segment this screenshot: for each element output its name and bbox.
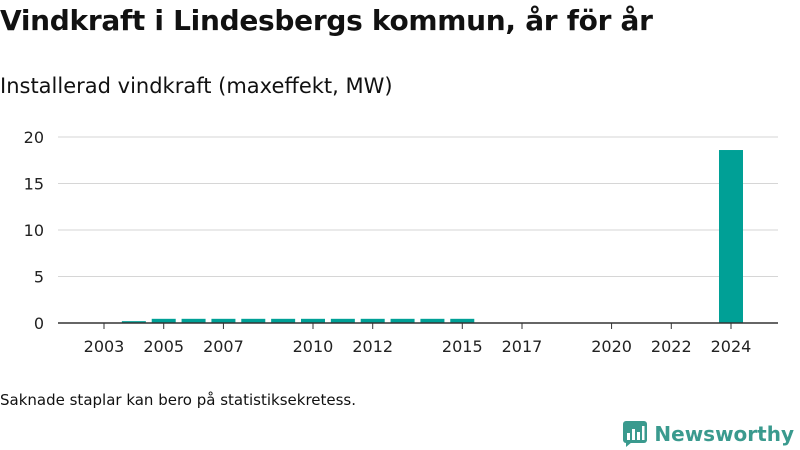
brand-logo: Newsworthy xyxy=(622,420,794,448)
x-tick-label: 2022 xyxy=(651,337,692,356)
bar-2015 xyxy=(450,318,475,323)
x-tick-label: 2005 xyxy=(143,337,184,356)
x-tick-label: 2010 xyxy=(293,337,334,356)
y-tick-label: 0 xyxy=(34,314,44,333)
x-tick-label: 2024 xyxy=(711,337,752,356)
bar-2013 xyxy=(390,318,415,323)
bar-chart-logo-icon xyxy=(623,421,648,447)
bar-2008 xyxy=(241,318,266,323)
bar-2010 xyxy=(300,318,325,323)
bar-2007 xyxy=(211,318,236,323)
y-tick-label: 10 xyxy=(24,221,44,240)
x-tick-label: 2017 xyxy=(502,337,543,356)
bar-2005 xyxy=(151,318,176,323)
x-tick-label: 2012 xyxy=(352,337,393,356)
brand-name: Newsworthy xyxy=(654,422,794,446)
bar-chart: 0 5 10 15 20 2003 2005 2007 2010 2012 2015 2017 2020… xyxy=(24,128,778,356)
x-tick-label: 2015 xyxy=(442,337,483,356)
bar-2006 xyxy=(181,318,206,323)
bar-2011 xyxy=(330,318,355,323)
x-tick-label: 2007 xyxy=(203,337,244,356)
footnote: Saknade staplar kan bero på statistiksek… xyxy=(0,391,357,409)
y-tick-label: 20 xyxy=(24,128,44,147)
y-tick-label: 5 xyxy=(34,268,44,287)
x-tick-label: 2020 xyxy=(591,337,632,356)
chart-subtitle: Installerad vindkraft (maxeffekt, MW) xyxy=(0,74,393,98)
chart-title: Vindkraft i Lindesbergs kommun, år för å… xyxy=(0,4,653,37)
bar-2024 xyxy=(718,150,743,323)
y-tick-label: 15 xyxy=(24,175,44,194)
bar-2012 xyxy=(360,318,385,323)
bar-2009 xyxy=(271,318,296,323)
x-tick-label: 2003 xyxy=(84,337,125,356)
bar-2014 xyxy=(420,318,445,323)
bar-2004 xyxy=(121,321,146,323)
